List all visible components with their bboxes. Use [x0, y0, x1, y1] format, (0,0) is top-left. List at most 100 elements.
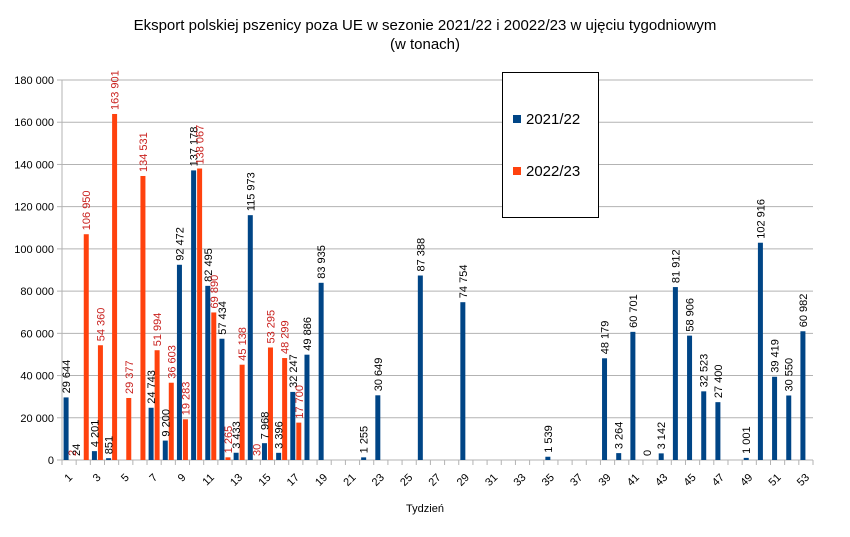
x-tick-label: 49 — [738, 472, 755, 489]
bar-2021-22-week-52 — [786, 395, 792, 460]
data-label-2021-22-week-46: 32 523 — [699, 354, 711, 388]
bar-2021-22-week-23 — [375, 395, 381, 460]
x-tick-label: 19 — [313, 472, 330, 489]
data-label-2021-22-week-14: 115 973 — [245, 172, 257, 211]
legend-item-2021-22: 2021/22 — [513, 111, 580, 128]
bar-2021-22-week-13 — [233, 452, 239, 460]
bar-2021-22-week-47 — [715, 402, 721, 460]
bar-2021-22-week-39 — [602, 358, 608, 460]
x-tick-label: 43 — [653, 472, 670, 489]
gridlines — [62, 79, 813, 461]
data-label-2021-22-week-13: 3 433 — [231, 421, 243, 449]
bar-2022-23-week-9 — [182, 419, 188, 460]
legend: 2021/22 2022/23 — [502, 72, 599, 218]
data-label-2021-22-week-18: 49 886 — [302, 317, 314, 351]
x-tick-label: 45 — [682, 472, 699, 489]
bar-2021-22-week-40 — [616, 453, 622, 460]
data-label-2021-22-week-42: 0 — [642, 450, 654, 456]
y-tick-label: 160 000 — [14, 117, 54, 129]
x-tick-label: 35 — [540, 472, 557, 489]
data-label-stray: 24 — [71, 444, 83, 456]
data-label-2021-22-week-3: 4 201 — [89, 420, 101, 448]
legend-item-2022-23: 2022/23 — [513, 163, 580, 180]
data-label-2022-23-week-11: 69 890 — [209, 275, 221, 309]
data-label-2022-23-week-17: 17 700 — [294, 385, 306, 419]
x-tick-label: 25 — [398, 472, 415, 489]
data-label-2022-23-week-5: 29 377 — [124, 360, 136, 394]
bar-2021-22-week-11 — [205, 285, 211, 460]
bar-2021-22-week-45 — [687, 335, 693, 460]
data-label-2021-22-week-35: 1 539 — [543, 425, 555, 453]
x-tick-label: 29 — [455, 472, 472, 489]
bar-2022-23-week-12 — [225, 457, 231, 460]
y-tick-label: 140 000 — [14, 159, 54, 171]
bar-2021-22-week-1 — [63, 397, 69, 460]
bar-2021-22-week-3 — [91, 451, 97, 460]
bar-2022-23-week-7 — [154, 350, 160, 460]
data-label-2021-22-week-41: 60 701 — [628, 294, 640, 328]
data-label-2021-22-week-1: 29 644 — [61, 360, 73, 394]
data-label-2021-22-week-43: 3 142 — [656, 422, 668, 450]
bar-2021-22-week-22 — [361, 457, 367, 460]
x-tick-label: 21 — [341, 472, 358, 489]
x-tick-label: 39 — [597, 472, 614, 489]
x-tick-label: 33 — [511, 472, 528, 489]
bar-2021-22-week-16 — [276, 452, 282, 460]
x-tick-label: 9 — [176, 472, 189, 485]
y-tick-label: 60 000 — [20, 328, 54, 340]
bar-2021-22-week-14 — [247, 215, 253, 460]
y-tick-label: 180 000 — [14, 75, 54, 87]
data-label-2022-23-week-16: 48 299 — [280, 320, 292, 354]
bar-2021-22-week-41 — [630, 331, 636, 460]
x-tick-label: 11 — [200, 472, 217, 489]
bar-2021-22-week-18 — [304, 354, 310, 460]
data-label-2022-23-week-13: 45 138 — [237, 327, 249, 361]
chart-subtitle: (w tonach) — [389, 36, 461, 53]
chart-title: Eksport polskiej pszenicy poza UE w sezo… — [133, 17, 717, 34]
y-tick-label: 80 000 — [20, 286, 54, 298]
data-label-2021-22-week-10: 137 178 — [189, 127, 201, 167]
data-label-2021-22-week-4: 851 — [104, 436, 116, 454]
bar-2022-23-week-4 — [112, 113, 118, 460]
bar-2021-22-week-7 — [148, 407, 154, 460]
data-label-2022-23-week-6: 134 531 — [138, 132, 150, 172]
x-tick-label: 17 — [285, 472, 302, 489]
data-label-2021-22-week-16: 3 396 — [274, 421, 286, 449]
data-label-2021-22-week-50: 102 916 — [755, 199, 767, 239]
bar-2021-22-week-12 — [219, 338, 225, 460]
data-label-2021-22-week-44: 81 912 — [670, 249, 682, 283]
x-tick-label: 23 — [370, 472, 387, 489]
x-tick-label: 3 — [91, 472, 104, 485]
data-label-2021-22-week-19: 83 935 — [316, 245, 328, 279]
bar-2021-22-week-50 — [757, 242, 763, 460]
bars — [63, 113, 806, 461]
legend-label-2022-23: 2022/23 — [526, 163, 581, 180]
y-tick-label: 120 000 — [14, 202, 54, 214]
y-tick-label: 100 000 — [14, 244, 54, 256]
legend-swatch-2021-22 — [513, 115, 521, 124]
x-tick-label: 1 — [62, 472, 75, 485]
x-tick-label: 37 — [568, 472, 585, 489]
x-tick-label: 27 — [426, 472, 443, 489]
data-label-2021-22-week-17: 32 247 — [288, 354, 300, 388]
bar-2021-22-week-44 — [672, 287, 678, 460]
x-tick-label: 31 — [483, 472, 500, 489]
bar-2022-23-week-10 — [197, 168, 203, 461]
data-label-2022-23-week-12: 1 265 — [223, 426, 235, 454]
bar-2021-22-week-17 — [290, 391, 296, 460]
bar-2021-22-week-8 — [162, 440, 168, 460]
legend-label-2021-22: 2021/22 — [526, 111, 581, 128]
legend-swatch-2022-23 — [513, 167, 521, 176]
axes: 0 20 000 40 000 60 000 80 000 100 000 120 000 1… — [14, 75, 814, 489]
data-label-2021-22-week-29: 74 754 — [458, 265, 470, 299]
bar-2022-23-week-2 — [83, 234, 89, 460]
data-label-2022-23-week-8: 36 603 — [166, 345, 178, 379]
bar-2022-23-week-13 — [239, 364, 245, 460]
data-label-2021-22-week-49: 1 001 — [741, 426, 753, 454]
x-tick-label: 47 — [710, 472, 727, 489]
bar-2022-23-week-15 — [267, 347, 273, 460]
data-label-2021-22-week-47: 27 400 — [713, 364, 725, 398]
bar-2022-23-week-3 — [97, 345, 103, 460]
